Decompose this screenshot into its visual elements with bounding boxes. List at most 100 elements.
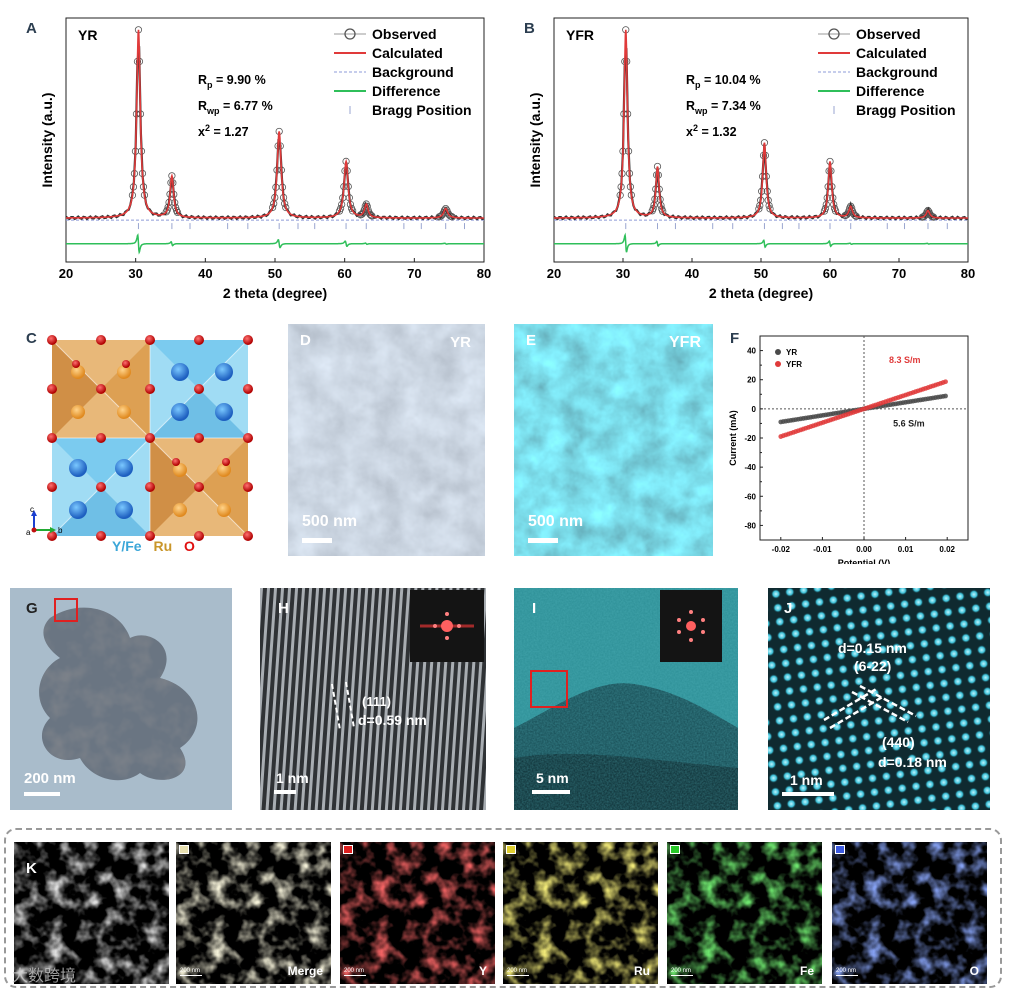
- legend-label: Difference: [856, 83, 925, 99]
- x-tick-label: 60: [337, 266, 351, 281]
- eds-map-label: Fe: [799, 964, 814, 978]
- panel-letter-f: F: [730, 330, 740, 347]
- element-color-chip: [670, 845, 680, 854]
- tile-scale-bar: [507, 975, 529, 976]
- observed-point: [173, 208, 182, 217]
- chart-title: YFR: [566, 27, 594, 43]
- legend-label: Difference: [372, 83, 441, 99]
- iv-chart: -0.02 -0.01 0.00 0.01 0.02 40 20 0 -20 -40 -60 -80 P…: [728, 335, 969, 564]
- tem-overview-image: G 200 nm: [10, 588, 232, 810]
- eds-map-frame: [4, 828, 1002, 988]
- panel-letter-d: D: [300, 332, 311, 349]
- panel-letter-k: K: [26, 860, 37, 877]
- eds-map-image: [176, 842, 331, 984]
- scale-label-d: 500 nm: [302, 513, 358, 530]
- plane-label-j1: (6-22): [854, 658, 892, 674]
- zoom-region-box-i: [530, 670, 568, 708]
- legend-yfe: Y/Fe: [112, 538, 142, 554]
- legend-swatch-observed: [828, 28, 840, 40]
- panel-letter-i: I: [532, 600, 537, 617]
- watermark-text: 大数跨境: [12, 968, 77, 985]
- y-tick-label: 40: [747, 347, 756, 356]
- crystal-legend: Y/Fe Ru O: [112, 538, 195, 554]
- scale-label-g: 200 nm: [24, 770, 76, 787]
- scale-label-j: 1 nm: [790, 772, 823, 788]
- eds-signal: [176, 842, 331, 984]
- fft-inset-i: [660, 590, 722, 662]
- legend-label: Calculated: [372, 45, 443, 61]
- legend-marker-yr: [775, 349, 781, 355]
- tile-scale-label: 200 nm: [507, 968, 528, 974]
- legend-o: O: [184, 538, 195, 554]
- atoms-orange: [71, 365, 231, 517]
- x-tick-label: 50: [268, 266, 282, 281]
- eds-map-tile: 200 nm Fe: [667, 842, 822, 984]
- eds-map-image: [503, 842, 658, 984]
- x-tick-label: 80: [961, 266, 975, 281]
- scale-label-e: 500 nm: [528, 513, 584, 530]
- observed-point: [442, 205, 450, 213]
- difference-curve: [66, 233, 484, 255]
- legend-ru: Ru: [153, 538, 173, 554]
- y-tick-label: 0: [752, 405, 757, 414]
- panel-letter-h: H: [278, 600, 289, 617]
- eds-map-label: O: [969, 964, 979, 978]
- stat-rwp: Rwp = 6.77 %: [198, 99, 273, 116]
- eds-signal: [340, 842, 495, 984]
- x-tick-label: -0.02: [772, 545, 791, 554]
- spacing-label-j2: d=0.18 nm: [878, 754, 947, 770]
- stat-rp: Rp = 10.04 %: [686, 73, 761, 90]
- xrd-chart-yfr: 20 30 40 50 60 70 80 2 theta (degree) Intensity …: [527, 17, 975, 301]
- atoms-red-o: [47, 335, 253, 541]
- tile-scale-bar: [836, 975, 858, 976]
- axis-c-label: c: [30, 506, 34, 514]
- eds-signal: [832, 842, 987, 984]
- xrd-chart-yr: 20 30 40 50 60 70 80 2 theta (degree) Intensity …: [39, 17, 491, 301]
- element-color-chip: [506, 845, 516, 854]
- element-color-chip: [835, 845, 845, 854]
- panel-letter-g: G: [26, 600, 38, 617]
- sem-image-yr: D YR 500 nm: [288, 324, 485, 556]
- panel-letter-c: C: [26, 330, 37, 347]
- y-tick-label: -40: [744, 463, 756, 472]
- x-tick-label: 80: [477, 266, 491, 281]
- observed-point: [366, 210, 374, 218]
- scale-bar-i: [532, 790, 570, 794]
- x-tick-label: 70: [407, 266, 421, 281]
- eds-map-label: Y: [478, 964, 487, 978]
- sem-image-yfr: E YFR 500 nm: [514, 324, 713, 556]
- atomic-image-j: J d=0.15 nm (6-22) (440) d=0.18 nm 1 nm: [768, 588, 990, 810]
- x-tick-label: 20: [547, 266, 561, 281]
- x-axis-label: 2 theta (degree): [223, 285, 327, 301]
- x-tick-label: 30: [128, 266, 142, 281]
- eds-map-tile: 200 nm Ru: [503, 842, 658, 984]
- scale-label-i: 5 nm: [536, 770, 569, 786]
- x-tick-label: 0.00: [856, 545, 872, 554]
- plane-label-j2: (440): [882, 734, 915, 750]
- scale-bar-g: [24, 792, 60, 796]
- eds-map-tile: 200 nm Merge: [176, 842, 331, 984]
- eds-map-tile: 200 nm O: [832, 842, 987, 984]
- legend-label: Background: [856, 64, 938, 80]
- stat-chi2: x2 = 1.32: [686, 123, 737, 139]
- x-axis-label: Potential (V): [838, 558, 891, 564]
- chart-title: YR: [78, 27, 97, 43]
- y-tick-label: -60: [744, 492, 756, 501]
- scale-bar-j: [782, 792, 834, 796]
- zoom-region-box: [54, 598, 78, 622]
- panel-letter-j: J: [784, 600, 793, 617]
- legend-marker-yfr: [775, 361, 781, 367]
- observed-point: [852, 212, 860, 220]
- x-tick-label: 30: [616, 266, 630, 281]
- hrtem-image-i: I 5 nm: [514, 588, 738, 810]
- tile-scale-label: 200 nm: [180, 968, 201, 974]
- legend-label: Observed: [856, 26, 921, 42]
- atoms-blue: [69, 363, 233, 519]
- iv-point-yfr: [943, 379, 948, 385]
- legend-label-yfr: YFR: [786, 360, 802, 369]
- spacing-label-h: d=0.59 nm: [358, 712, 427, 728]
- observed-point: [349, 207, 357, 215]
- iv-point-yr: [943, 393, 948, 399]
- scale-label-h: 1 nm: [276, 770, 309, 786]
- y-axis-label: Intensity (a.u.): [39, 93, 55, 188]
